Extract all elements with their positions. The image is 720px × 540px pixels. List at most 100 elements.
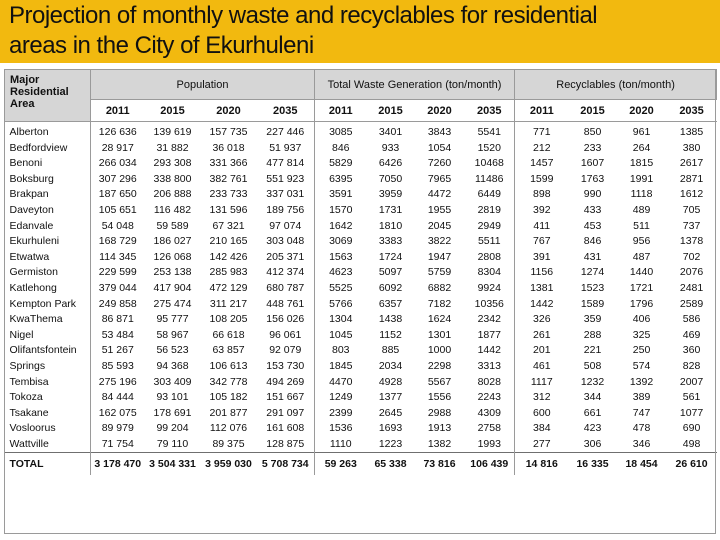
year-header: 2020 (616, 99, 667, 122)
area-name: Tembisa (9, 375, 49, 388)
table-cell: 10356 (474, 297, 504, 310)
table-cell: 1301 (427, 328, 452, 341)
table-cell: 126 068 (153, 250, 192, 263)
table-cell: 266 034 (90, 156, 145, 172)
area-column-header: Major Residential Area (4, 69, 91, 122)
table-row: Daveyton 105 651 116 482 131 596 189 756 1570… (5, 202, 717, 219)
table-cell: 2758 (477, 422, 501, 435)
table-cell: 14 816 (514, 452, 569, 476)
table-cell: 737 (682, 219, 701, 232)
waste-projection-table: Major Residential Area Population Total … (4, 69, 718, 476)
table-cell: 1947 (427, 250, 452, 263)
table-cell: 392 (514, 202, 569, 219)
table-cell: 1845 (314, 358, 367, 375)
table-cell: 162 075 (90, 405, 145, 422)
table-cell: 1232 (580, 375, 605, 388)
table-cell: 2871 (679, 172, 704, 185)
table-row: Ekurhuleni 168 729 186 027 210 165 303 048 30… (5, 234, 717, 250)
table-cell: 58 967 (156, 328, 189, 341)
area-name: Germiston (9, 266, 58, 279)
year-header-row: 2011 2015 2020 2035 2011 2015 2020 2035 … (5, 99, 717, 122)
table-cell: 702 (682, 250, 701, 263)
table-cell: 574 (632, 359, 651, 372)
table-cell: 7050 (378, 172, 403, 185)
table-cell: 846 (314, 140, 367, 157)
table-cell: 379 044 (90, 280, 145, 297)
table-row: Olifantsfontein 51 267 56 523 63 857 92 079 8… (5, 343, 717, 359)
table-cell: 168 729 (90, 234, 145, 250)
table-cell: 131 596 (209, 203, 248, 216)
table-cell: 1392 (629, 375, 654, 388)
table-cell: 1721 (629, 281, 654, 294)
area-name: Edanvale (9, 219, 54, 232)
table-cell: 956 (632, 235, 651, 248)
group-header-row: Major Residential Area Population Total … (4, 69, 718, 122)
table-cell: 5541 (477, 126, 501, 138)
table-cell: 4472 (427, 188, 452, 201)
table-cell: 2808 (477, 250, 501, 263)
table-cell: 303 048 (266, 235, 305, 248)
year-header: 2035 (256, 99, 315, 122)
table-cell: 9924 (477, 281, 501, 294)
table-cell: 36 018 (212, 141, 245, 154)
table-cell: 417 904 (153, 281, 192, 294)
table-cell: 250 (632, 344, 651, 357)
table-cell: 233 733 (209, 188, 248, 201)
year-header: 2020 (414, 99, 465, 122)
table-cell: 221 (583, 344, 602, 357)
table-cell: 338 800 (153, 172, 192, 185)
table-row: Wattville 71 754 79 110 89 375 128 875 1110 12… (5, 436, 717, 453)
table-cell: 2399 (314, 405, 367, 422)
area-name: Etwatwa (9, 250, 50, 263)
table-cell: 1385 (679, 126, 704, 138)
table-cell: 89 375 (212, 437, 245, 450)
table-cell: 7965 (427, 172, 452, 185)
table-cell: 97 074 (269, 219, 302, 232)
table-cell: 2342 (477, 313, 501, 326)
table-cell: 382 761 (209, 172, 248, 185)
table-row: Vosloorus 89 979 99 204 112 076 161 608 1536 1… (5, 421, 717, 437)
table-cell: 249 858 (90, 296, 145, 313)
area-name: Benoni (9, 157, 43, 170)
table-cell: 2481 (679, 281, 704, 294)
table-cell: 303 409 (153, 375, 192, 388)
table-cell: 105 651 (90, 202, 145, 219)
table-cell: 6395 (314, 171, 367, 188)
table-cell: 360 (682, 344, 701, 357)
table-cell: 312 (514, 390, 569, 406)
table-cell: 51 937 (269, 141, 302, 154)
table-cell: 389 (632, 391, 651, 404)
table-cell: 1274 (580, 266, 605, 279)
recyclables-group-header: Recyclables (ton/month) (514, 69, 718, 100)
total-label: TOTAL (4, 452, 91, 476)
table-cell: 212 (514, 140, 569, 157)
table-cell: 84 444 (90, 390, 145, 406)
table-cell: 128 875 (266, 437, 305, 450)
table-cell: 898 (514, 187, 569, 203)
table-cell: 461 (514, 358, 569, 375)
table-cell: 477 814 (266, 157, 305, 170)
table-cell: 106 439 (464, 452, 515, 476)
table-cell: 3085 (314, 121, 367, 141)
table-cell: 1642 (314, 218, 367, 235)
table-cell: 346 (632, 437, 651, 450)
table-cell: 1731 (378, 203, 403, 216)
table-cell: 990 (583, 188, 602, 201)
table-cell: 384 (514, 421, 569, 437)
table-cell: 2076 (679, 266, 704, 279)
year-header: 2011 (514, 99, 569, 122)
table-cell: 431 (583, 250, 602, 263)
table-cell: 448 761 (266, 297, 305, 310)
table-cell: 2645 (378, 406, 403, 419)
year-header: 2011 (314, 99, 367, 122)
table-cell: 850 (583, 126, 602, 138)
table-cell: 93 101 (156, 391, 189, 404)
table-cell: 285 983 (209, 266, 248, 279)
table-cell: 342 778 (209, 375, 248, 388)
table-cell: 51 267 (90, 343, 145, 359)
area-name: Brakpan (9, 188, 49, 201)
table-cell: 1117 (514, 374, 569, 391)
table-cell: 2045 (427, 219, 452, 232)
table-cell: 5567 (427, 375, 452, 388)
table-cell: 1955 (427, 203, 452, 216)
